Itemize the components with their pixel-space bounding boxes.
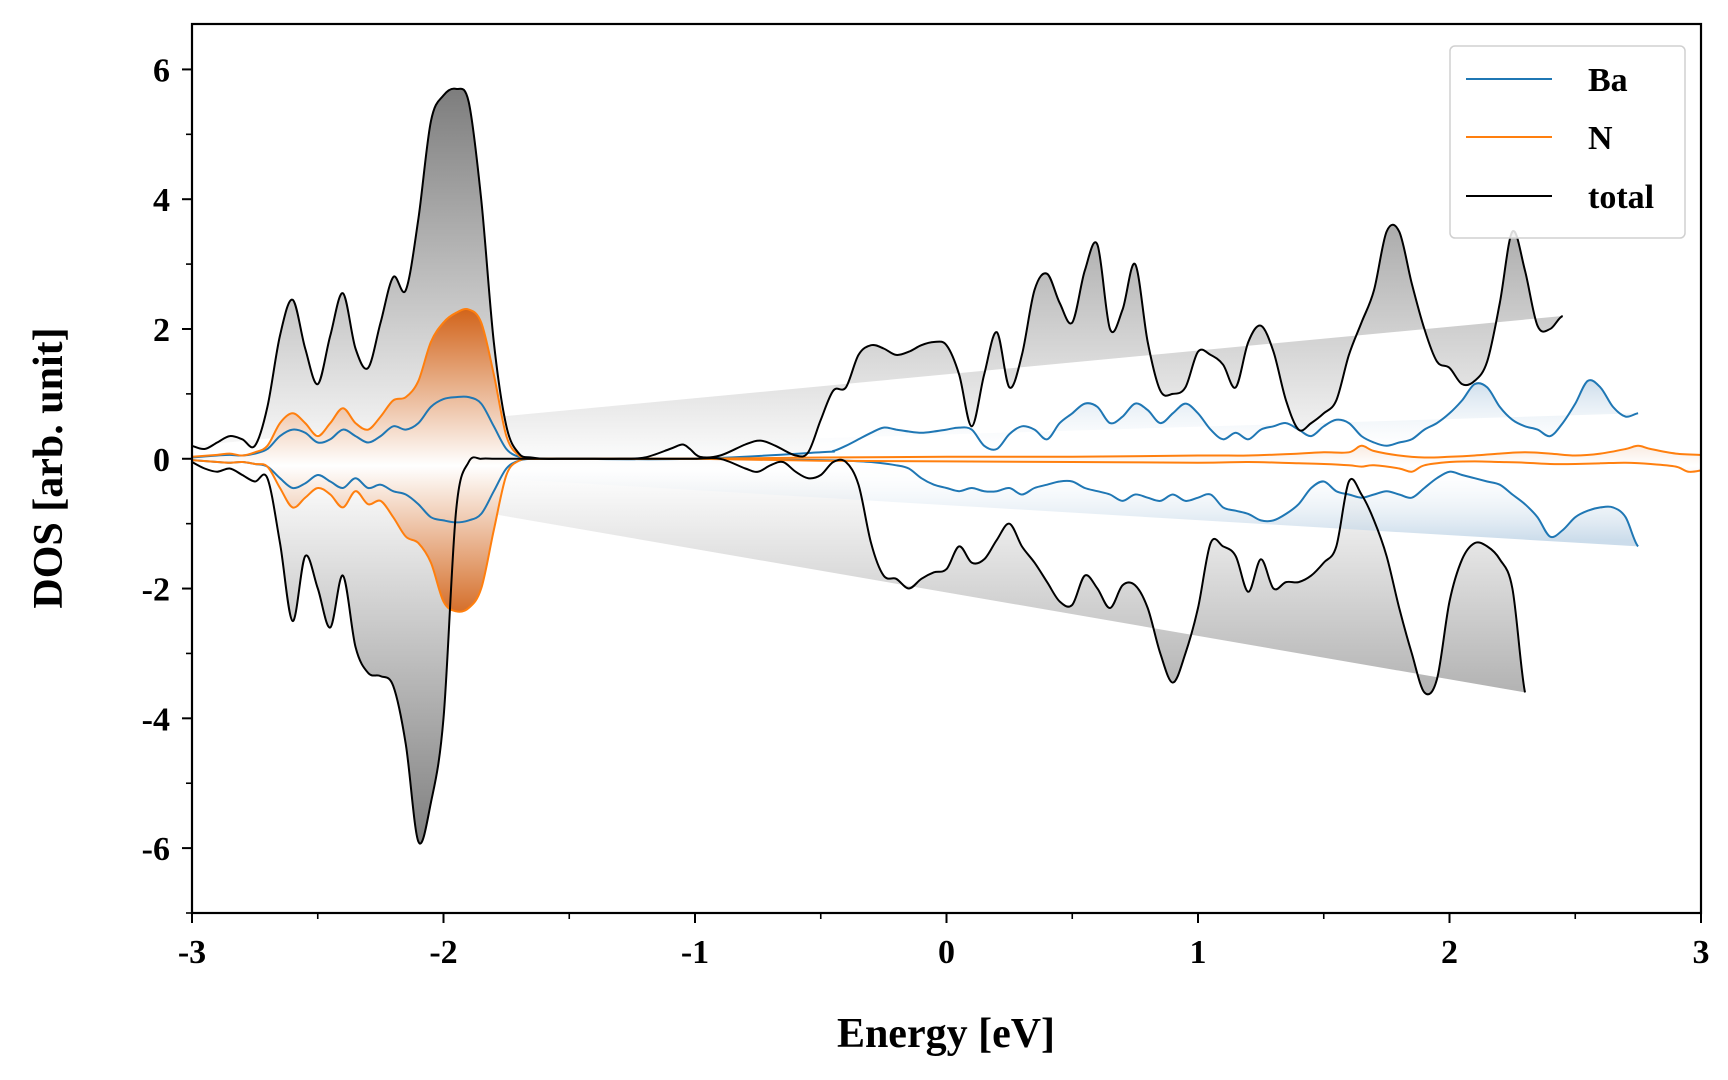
legend-label-total: total bbox=[1588, 179, 1654, 216]
series-ba-spin-down-fill bbox=[192, 458, 1639, 547]
x-tick-label: 2 bbox=[1441, 934, 1458, 971]
y-tick-label: -6 bbox=[142, 831, 170, 868]
y-tick-label: 6 bbox=[153, 52, 170, 89]
x-tick-label: -2 bbox=[429, 934, 457, 971]
y-tick-label: 2 bbox=[153, 312, 170, 349]
series-total-spin-up-line bbox=[192, 87, 1564, 460]
series-total-spin-down-fill bbox=[192, 457, 1525, 844]
series-total-spin-down-line bbox=[192, 456, 1526, 845]
y-tick-label: 4 bbox=[153, 182, 170, 219]
series-n-spin-up-fill bbox=[192, 309, 1701, 460]
series-ba-spin-down-line bbox=[192, 457, 1639, 548]
x-tick-label: 3 bbox=[1693, 934, 1710, 971]
series-total-spin-up-fill bbox=[192, 88, 1563, 459]
y-axis-title: DOS [arb. unit] bbox=[26, 327, 72, 608]
legend: Ba N total bbox=[1449, 45, 1686, 239]
x-axis-title: Energy [eV] bbox=[837, 1011, 1055, 1057]
x-tick-label: 0 bbox=[938, 934, 955, 971]
y-tick-label: -2 bbox=[142, 572, 170, 609]
x-tick-label: -1 bbox=[681, 934, 709, 971]
series-n-spin-down-fill bbox=[192, 458, 1701, 612]
y-tick-label: -4 bbox=[142, 701, 170, 738]
legend-label-n: N bbox=[1588, 120, 1613, 157]
y-tick-label: 0 bbox=[153, 442, 170, 479]
legend-box bbox=[1449, 45, 1686, 239]
x-tick-label: 1 bbox=[1190, 934, 1207, 971]
legend-label-ba: Ba bbox=[1588, 62, 1628, 99]
x-tick-label: -3 bbox=[178, 934, 206, 971]
series-ba-spin-up-line bbox=[192, 379, 1639, 461]
